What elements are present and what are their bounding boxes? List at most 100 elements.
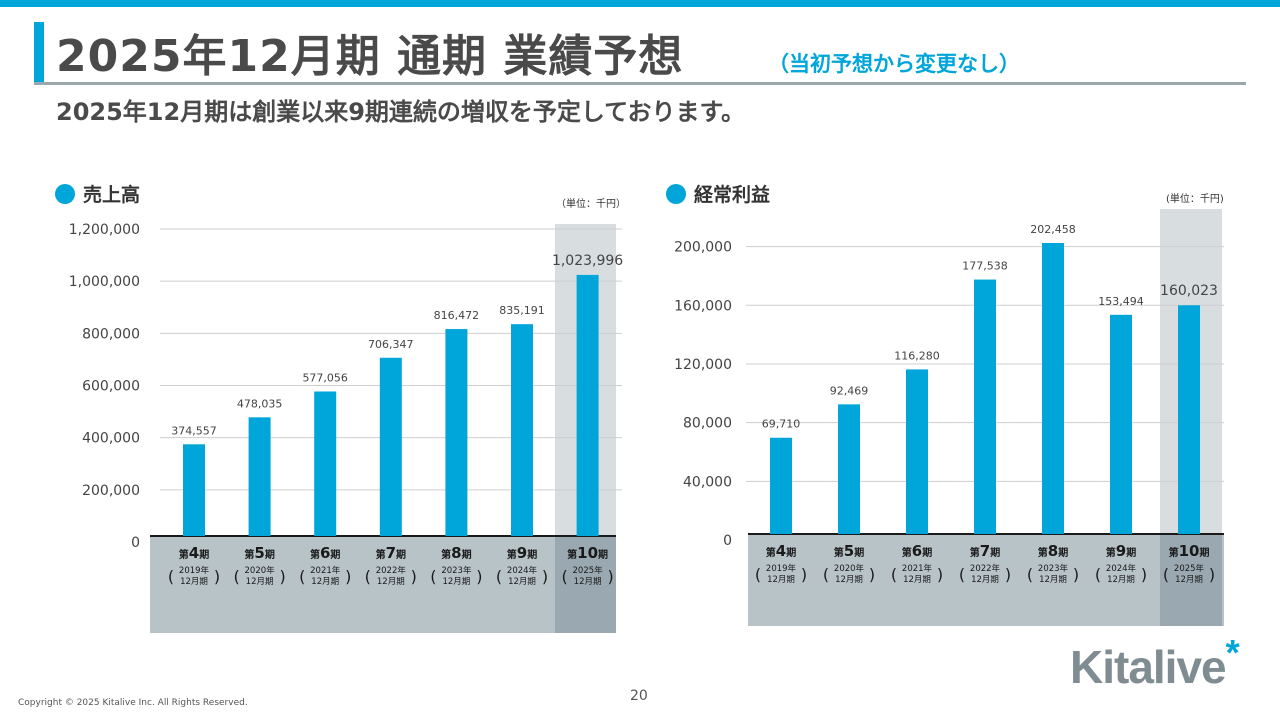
title-note: （当初予想から変更なし） bbox=[768, 52, 1020, 76]
y-tick-label: 0 bbox=[723, 533, 732, 549]
profit-chart-title: 経常利益 bbox=[694, 184, 771, 206]
category-month-label: 12月期 bbox=[246, 577, 274, 587]
forecast-axis-band bbox=[555, 536, 616, 633]
y-tick-label: 1,000,000 bbox=[69, 274, 140, 290]
category-month-label: 12月期 bbox=[180, 577, 208, 587]
category-axis-band bbox=[150, 536, 616, 633]
category-period-label: 第4期 bbox=[766, 542, 796, 560]
bar bbox=[379, 357, 402, 536]
close-paren-glyph: ) bbox=[542, 567, 548, 586]
category-period-label: 第7期 bbox=[376, 544, 406, 562]
y-tick-label: 800,000 bbox=[82, 326, 140, 342]
category-year-label: 2019年 bbox=[766, 563, 797, 574]
close-paren-glyph: ) bbox=[607, 567, 613, 586]
category-year-label: 2019年 bbox=[179, 565, 210, 576]
bar bbox=[1042, 242, 1064, 535]
bar bbox=[974, 279, 996, 534]
close-paren-glyph: ) bbox=[279, 567, 285, 586]
y-tick-label: 0 bbox=[131, 535, 140, 551]
category-year-label: 2022年 bbox=[376, 565, 407, 576]
close-paren-glyph: ) bbox=[476, 567, 482, 586]
bar bbox=[1110, 314, 1132, 534]
category-period-label: 第9期 bbox=[507, 544, 537, 562]
category-year-label: 2021年 bbox=[310, 565, 341, 576]
close-paren-glyph: ) bbox=[1209, 565, 1215, 584]
bar bbox=[511, 324, 533, 536]
category-year-label: 2024年 bbox=[1106, 563, 1137, 574]
category-month-label: 12月期 bbox=[903, 575, 931, 585]
data-label: 202,458 bbox=[1030, 223, 1076, 236]
close-paren-glyph: ) bbox=[345, 567, 351, 586]
logo-asterisk-icon: * bbox=[1225, 632, 1240, 673]
title-accent-bar bbox=[34, 22, 44, 82]
category-month-label: 12月期 bbox=[1175, 575, 1203, 585]
sales-chart-heading: 売上高 bbox=[55, 180, 140, 207]
bar bbox=[770, 437, 792, 534]
open-paren-glyph: ( bbox=[168, 567, 174, 586]
close-paren-glyph: ) bbox=[869, 565, 875, 584]
page-title: 2025年12月期 通期 業績予想 bbox=[56, 31, 684, 82]
bar bbox=[906, 369, 928, 534]
data-label: 92,469 bbox=[830, 384, 869, 397]
category-month-label: 12月期 bbox=[377, 577, 405, 587]
y-tick-label: 600,000 bbox=[82, 379, 140, 395]
bullet-dot-icon bbox=[55, 183, 75, 204]
category-year-label: 2020年 bbox=[834, 563, 865, 574]
category-period-label: 第10期 bbox=[567, 544, 608, 562]
y-tick-label: 80,000 bbox=[683, 416, 732, 432]
category-month-label: 12月期 bbox=[1107, 575, 1135, 585]
sales-unit-label: （単位：千円） bbox=[556, 199, 626, 210]
bar bbox=[576, 274, 599, 536]
data-label: 1,023,996 bbox=[552, 253, 623, 269]
data-label: 816,472 bbox=[434, 309, 480, 322]
y-tick-label: 120,000 bbox=[674, 357, 732, 373]
category-period-label: 第5期 bbox=[244, 544, 274, 562]
category-year-label: 2020年 bbox=[245, 565, 276, 576]
kitalive-logo: Kitalive* bbox=[1070, 632, 1240, 694]
category-period-label: 第7期 bbox=[970, 542, 1000, 560]
bar bbox=[183, 444, 205, 536]
category-month-label: 12月期 bbox=[835, 575, 863, 585]
y-tick-label: 200,000 bbox=[82, 483, 140, 499]
y-tick-label: 160,000 bbox=[674, 298, 732, 314]
category-period-label: 第9期 bbox=[1106, 542, 1136, 560]
open-paren-glyph: ( bbox=[561, 567, 567, 586]
category-month-label: 12月期 bbox=[508, 577, 536, 587]
category-year-label: 2022年 bbox=[970, 563, 1001, 574]
open-paren-glyph: ( bbox=[1027, 565, 1033, 584]
category-year-label: 2023年 bbox=[1038, 563, 1069, 574]
data-label: 160,023 bbox=[1160, 283, 1218, 299]
profit-chart-heading: 経常利益 bbox=[666, 180, 770, 207]
category-period-label: 第5期 bbox=[834, 542, 864, 560]
category-year-label: 2021年 bbox=[902, 563, 933, 574]
open-paren-glyph: ( bbox=[823, 565, 829, 584]
open-paren-glyph: ( bbox=[299, 567, 305, 586]
data-label: 116,280 bbox=[894, 349, 940, 362]
data-label: 478,035 bbox=[237, 397, 283, 410]
title-divider bbox=[34, 82, 1246, 85]
category-year-label: 2024年 bbox=[507, 565, 538, 576]
bar bbox=[445, 329, 468, 536]
close-paren-glyph: ) bbox=[1073, 565, 1079, 584]
close-paren-glyph: ) bbox=[937, 565, 943, 584]
forecast-axis-band bbox=[1160, 534, 1222, 626]
category-month-label: 12月期 bbox=[311, 577, 339, 587]
copyright-text: Copyright © 2025 Kitalive Inc. All Right… bbox=[18, 698, 248, 708]
logo-text: Kitalive bbox=[1070, 641, 1227, 693]
profit-unit-label: (単位：千円) bbox=[1166, 194, 1224, 205]
open-paren-glyph: ( bbox=[430, 567, 436, 586]
open-paren-glyph: ( bbox=[1163, 565, 1169, 584]
category-month-label: 12月期 bbox=[971, 575, 999, 585]
category-period-label: 第6期 bbox=[902, 542, 932, 560]
open-paren-glyph: ( bbox=[233, 567, 239, 586]
data-label: 577,056 bbox=[302, 371, 348, 384]
close-paren-glyph: ) bbox=[411, 567, 417, 586]
close-paren-glyph: ) bbox=[214, 567, 220, 586]
category-year-label: 2023年 bbox=[441, 565, 472, 576]
open-paren-glyph: ( bbox=[1095, 565, 1101, 584]
close-paren-glyph: ) bbox=[1005, 565, 1011, 584]
category-month-label: 12月期 bbox=[1039, 575, 1067, 585]
data-label: 374,557 bbox=[171, 424, 217, 437]
category-period-label: 第10期 bbox=[1169, 542, 1210, 560]
